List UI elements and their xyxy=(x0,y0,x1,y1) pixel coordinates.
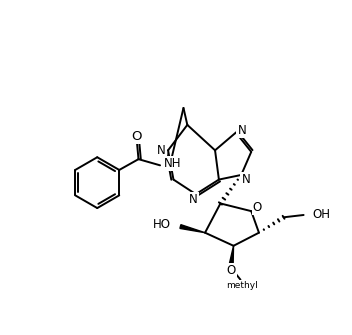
Polygon shape xyxy=(229,246,233,265)
Text: N: N xyxy=(189,193,198,206)
Text: N: N xyxy=(241,173,250,186)
Text: N: N xyxy=(238,124,246,137)
Text: NH: NH xyxy=(164,157,181,170)
Text: O: O xyxy=(227,264,236,277)
Polygon shape xyxy=(180,225,205,233)
Text: OH: OH xyxy=(313,208,331,221)
Text: O: O xyxy=(253,201,262,214)
Text: O: O xyxy=(132,130,142,143)
Text: HO: HO xyxy=(152,218,170,231)
Text: methyl: methyl xyxy=(226,280,258,289)
Text: N: N xyxy=(157,144,165,157)
